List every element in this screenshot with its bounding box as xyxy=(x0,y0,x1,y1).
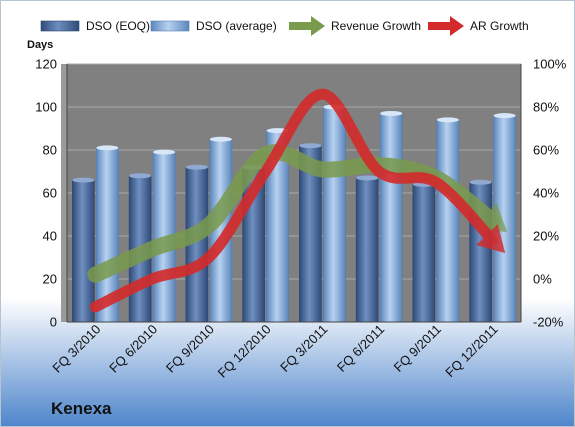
bar-dso-average-fq-6-2011 xyxy=(379,113,403,323)
y-tick-label: 40 xyxy=(43,229,57,244)
legend-label-ar-growth: AR Growth xyxy=(470,19,529,33)
bar-top-dso-eoq-fq-3-2011 xyxy=(299,143,322,149)
bar-top-dso-eoq-fq-9-2010 xyxy=(185,164,208,170)
y-axis-title: Days xyxy=(27,39,53,51)
bar-dso-eoq-fq-6-2011 xyxy=(355,177,379,323)
y-tick-label: 120 xyxy=(35,57,57,72)
y-tick-label: 100 xyxy=(35,100,57,115)
y2-tick-label: 0% xyxy=(533,272,552,287)
line-series xyxy=(87,88,507,313)
bar-top-dso-average-fq-9-2010 xyxy=(209,136,232,142)
plot-area xyxy=(61,63,521,323)
legend-label-revenue-growth: Revenue Growth xyxy=(331,19,421,33)
y2-tick-label: -20% xyxy=(533,315,564,330)
bar-top-dso-average-fq-9-2011 xyxy=(436,117,459,123)
bar-top-dso-eoq-fq-3-2010 xyxy=(72,177,95,183)
y-tick-label: 80 xyxy=(43,143,57,158)
bar-dso-eoq-fq-9-2011 xyxy=(412,184,436,323)
bar-top-dso-eoq-fq-6-2010 xyxy=(129,173,152,179)
legend-label-dso-average: DSO (average) xyxy=(196,19,277,33)
y2-tick-label: 20% xyxy=(533,229,559,244)
bar-top-dso-average-fq-6-2010 xyxy=(153,149,176,155)
bar-dso-average-fq-3-2011 xyxy=(323,106,346,323)
y-tick-label: 60 xyxy=(43,186,57,201)
bar-top-dso-eoq-fq-6-2011 xyxy=(356,175,379,181)
y-tick-label: 20 xyxy=(43,272,57,287)
legend-swatch-dso-eoq xyxy=(40,20,80,32)
bar-top-dso-average-fq-6-2011 xyxy=(380,110,403,116)
legend-swatch-ar-growth xyxy=(428,16,464,36)
legend-swatch-revenue-growth xyxy=(289,16,325,36)
bar-dso-eoq-fq-3-2010 xyxy=(72,179,95,323)
plot-side-wall xyxy=(61,64,67,322)
bar-top-dso-average-fq-12-2011 xyxy=(493,113,516,119)
y-tick-label: 0 xyxy=(50,315,57,330)
y-axis-left-ticks: 0 20 40 60 80 100 120 xyxy=(35,57,57,330)
company-name: Kenexa xyxy=(51,399,112,418)
bar-top-dso-average-fq-3-2010 xyxy=(96,145,119,151)
axes xyxy=(66,64,522,323)
legend: DSO (EOQ) DSO (average) Revenue Growth AR G… xyxy=(40,16,529,36)
y-axis-right-ticks: -20% 0% 20% 40% 60% 80% 100% xyxy=(533,57,567,330)
bar-dso-average-fq-9-2011 xyxy=(436,119,460,323)
y2-tick-label: 100% xyxy=(533,57,567,72)
line-ar-growth xyxy=(89,88,506,313)
legend-swatch-dso-average xyxy=(150,20,190,32)
y2-tick-label: 60% xyxy=(533,143,559,158)
legend-label-dso-eoq: DSO (EOQ) xyxy=(86,19,150,33)
y2-tick-label: 80% xyxy=(533,100,559,115)
bar-top-dso-eoq-fq-12-2011 xyxy=(469,179,492,185)
y2-tick-label: 40% xyxy=(533,186,559,201)
